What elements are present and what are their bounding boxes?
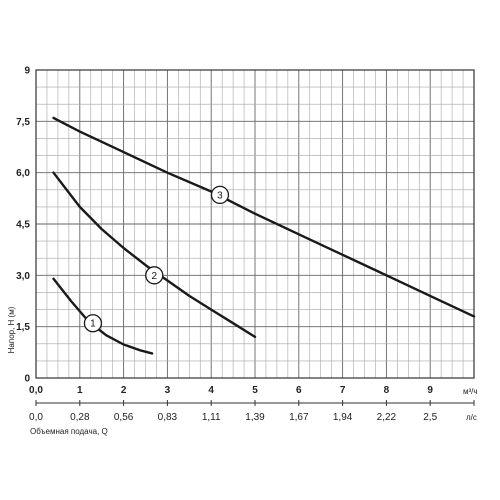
series-label-circle-3 [210, 185, 230, 205]
x-axis-primary-unit: м³/ч [463, 387, 478, 396]
x-axis-secondary-label: Объемная подача, Q [30, 427, 108, 436]
y-tick-label: 3,0 [16, 271, 30, 282]
y-tick-label: 4,5 [16, 220, 30, 231]
x-tick-label: 9 [427, 385, 433, 396]
x-tick-label: 3 [165, 385, 171, 396]
x-tick-label: 7 [340, 385, 346, 396]
x-secondary-tick-label: 2,22 [377, 412, 397, 423]
x-tick-label: 4 [208, 385, 214, 396]
x-tick-label: 0,0 [29, 385, 43, 396]
plot-frame [35, 69, 475, 379]
series-line-1 [52, 277, 154, 355]
chart-curves [52, 116, 476, 355]
y-tick-label: 6,0 [16, 168, 30, 179]
x-secondary-tick-label: 1,39 [245, 412, 265, 423]
x-secondary-tick-label: 0,0 [29, 412, 43, 423]
axis-ticks: 0 1,5 3,0 4,5 6,0 7,5 9 0,0 1 2 3 4 5 6 7 8 9 0,0 0,28 0,56… [16, 66, 475, 423]
x-secondary-tick-label: 0,83 [158, 412, 178, 423]
x-tick-label: 5 [252, 385, 258, 396]
x-secondary-tick-label: 1,94 [333, 412, 353, 423]
x-secondary-tick-label: 0,56 [114, 412, 134, 423]
x-tick-label: 2 [121, 385, 127, 396]
series-line-3 [52, 116, 476, 318]
y-axis-label: Напор, H (м) [7, 306, 16, 353]
y-tick-label: 7,5 [16, 117, 30, 128]
x-axis-secondary-unit: л/с [466, 413, 477, 422]
y-tick-label: 1,5 [16, 322, 30, 333]
x-tick-label: 1 [77, 385, 83, 396]
x-tick-label: 8 [384, 385, 390, 396]
x-tick-label: 6 [296, 385, 302, 396]
y-tick-label: 9 [24, 66, 30, 77]
series-label-1: 1 [90, 319, 96, 330]
y-tick-label: 0 [24, 374, 30, 385]
series-label-circle-2 [145, 266, 164, 285]
chart-grid [35, 69, 475, 379]
curve-labels: 1 2 3 [83, 185, 230, 333]
series-label-circle-1 [83, 314, 103, 333]
x-secondary-tick-label: 0,28 [70, 412, 90, 423]
series-label-2: 2 [151, 271, 157, 282]
x-secondary-tick-label: 1,67 [289, 412, 309, 423]
series-label-3: 3 [217, 190, 223, 201]
x-secondary-tick-label: 1,11 [202, 412, 221, 423]
x-secondary-tick-label: 2,5 [423, 412, 437, 423]
